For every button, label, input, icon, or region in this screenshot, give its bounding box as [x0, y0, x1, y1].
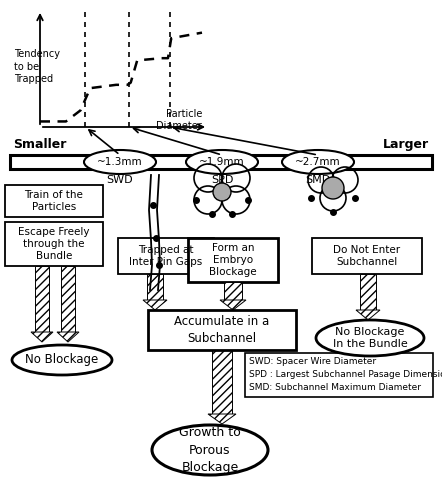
Ellipse shape: [186, 150, 258, 174]
Bar: [61, 266, 75, 332]
Polygon shape: [356, 310, 380, 320]
Text: Growth to
Porous
Blockage: Growth to Porous Blockage: [179, 426, 241, 474]
Text: SPD: SPD: [211, 175, 233, 185]
Polygon shape: [220, 300, 246, 310]
Text: No Blockage: No Blockage: [25, 354, 99, 366]
Text: Trapped at
Inter Pin Gaps: Trapped at Inter Pin Gaps: [130, 245, 202, 267]
Ellipse shape: [316, 320, 424, 356]
Circle shape: [213, 183, 231, 201]
Text: Escape Freely
through the
Bundle: Escape Freely through the Bundle: [18, 226, 90, 262]
Bar: [212, 350, 232, 414]
Text: SWD: SWD: [107, 175, 133, 185]
Bar: [5, 222, 103, 266]
Ellipse shape: [152, 425, 268, 475]
Bar: [148, 310, 296, 350]
Text: ~2.7mm: ~2.7mm: [295, 157, 341, 167]
Bar: [147, 274, 163, 300]
Text: SMD: SMD: [305, 175, 331, 185]
Text: ~1.3mm: ~1.3mm: [97, 157, 143, 167]
Text: Do Not Enter
Subchannel: Do Not Enter Subchannel: [333, 245, 400, 267]
Bar: [224, 282, 242, 300]
Text: Smaller: Smaller: [13, 138, 66, 151]
Polygon shape: [208, 414, 236, 424]
Bar: [312, 238, 422, 274]
Bar: [10, 155, 432, 169]
Ellipse shape: [12, 345, 112, 375]
Polygon shape: [31, 332, 53, 342]
Circle shape: [322, 177, 344, 199]
Ellipse shape: [84, 150, 156, 174]
Text: ~1.9mm: ~1.9mm: [199, 157, 245, 167]
Bar: [5, 185, 103, 217]
Polygon shape: [57, 332, 79, 342]
Text: Tendency
to be
Trapped: Tendency to be Trapped: [14, 49, 60, 84]
Text: No Blockage
In the Bundle: No Blockage In the Bundle: [333, 327, 408, 349]
Text: SWD: Spacer Wire Diameter
SPD : Largest Subchannel Pasage Dimension
SMD: Subchan: SWD: Spacer Wire Diameter SPD : Largest …: [249, 357, 442, 392]
Polygon shape: [143, 300, 167, 310]
Text: Particle
Diameter: Particle Diameter: [156, 109, 202, 132]
Bar: [188, 238, 278, 282]
Bar: [360, 274, 376, 310]
Bar: [245, 353, 433, 397]
Bar: [35, 266, 49, 332]
Text: Accumulate in a
Subchannel: Accumulate in a Subchannel: [175, 315, 270, 345]
Text: Larger: Larger: [383, 138, 429, 151]
Ellipse shape: [282, 150, 354, 174]
Bar: [118, 238, 214, 274]
Text: Train of the
Particles: Train of the Particles: [25, 190, 84, 212]
Text: Form an
Embryo
Blockage: Form an Embryo Blockage: [209, 242, 257, 278]
